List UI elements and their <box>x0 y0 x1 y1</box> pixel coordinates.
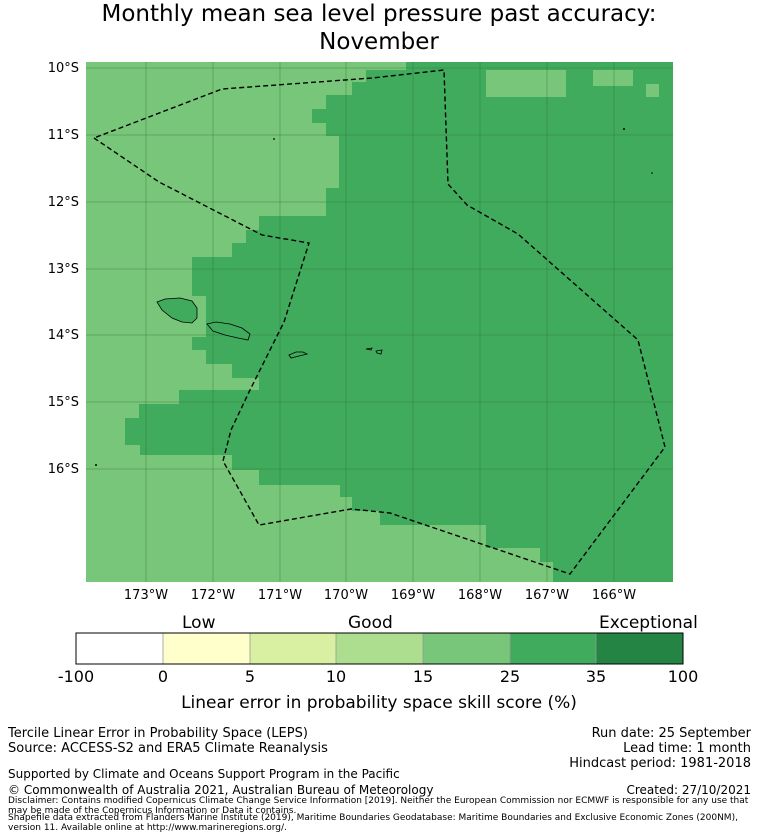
colorbar-seg-6 <box>510 633 596 664</box>
category-low: Low <box>182 613 216 633</box>
lat-label-12s: 12°S <box>47 195 79 210</box>
colorbar-tick-neg100: -100 <box>57 667 95 686</box>
lat-label-14s: 14°S <box>47 328 79 343</box>
lat-label-11s: 11°S <box>47 128 79 143</box>
lon-label-167w: 167°W <box>524 588 570 603</box>
footer-lead-time: Lead time: 1 month <box>623 741 751 756</box>
category-good: Good <box>348 613 393 633</box>
footer-shapefile: Shapefile data extracted from Flanders M… <box>8 813 738 833</box>
islet-east-2 <box>651 172 653 174</box>
small-islets <box>95 128 653 466</box>
skill-region-very-good <box>125 62 673 582</box>
colorbar-seg-2 <box>163 633 250 664</box>
lon-label-170w: 170°W <box>323 588 369 603</box>
colorbar-tick-25: 25 <box>499 667 521 686</box>
skill-patch-good-3 <box>646 84 659 97</box>
lat-label-13s: 13°S <box>47 262 79 277</box>
tutuila-island <box>288 351 309 359</box>
lat-label-10s: 10°S <box>47 61 79 76</box>
swains-islet <box>273 138 275 140</box>
lon-label-172w: 172°W <box>190 588 236 603</box>
colorbar <box>75 632 684 665</box>
islet-west <box>95 464 97 466</box>
map-title: Monthly mean sea level pressure past acc… <box>0 0 758 56</box>
colorbar-tick-35: 35 <box>585 667 607 686</box>
title-line-1: Monthly mean sea level pressure past acc… <box>101 1 657 27</box>
lat-label-16s: 16°S <box>47 462 79 477</box>
colorbar-tick-100: 100 <box>667 667 699 686</box>
footer-hindcast: Hindcast period: 1981-2018 <box>569 756 751 771</box>
lon-label-173w: 173°W <box>123 588 169 603</box>
ofu-island <box>365 347 373 351</box>
graticule <box>86 62 673 582</box>
title-line-2: November <box>319 29 439 55</box>
colorbar-seg-7 <box>596 633 683 664</box>
colorbar-tick-10: 10 <box>325 667 347 686</box>
islet-east-1 <box>623 128 625 130</box>
skill-patch-good-2 <box>593 70 633 86</box>
category-exceptional: Exceptional <box>599 613 698 633</box>
colorbar-label: Linear error in probability space skill … <box>181 693 577 713</box>
footer-created: Created: 27/10/2021 <box>626 783 751 797</box>
colorbar-tick-5: 5 <box>244 667 256 686</box>
lat-label-15s: 15°S <box>47 395 79 410</box>
colorbar-seg-4 <box>336 633 423 664</box>
lon-label-169w: 169°W <box>390 588 436 603</box>
footer-run-date: Run date: 25 September <box>591 726 751 741</box>
colorbar-seg-1 <box>76 633 163 664</box>
eez-boundary-samoa <box>93 69 666 575</box>
colorbar-seg-3 <box>250 633 336 664</box>
lon-label-171w: 171°W <box>257 588 303 603</box>
colorbar-frame <box>75 632 684 665</box>
footer-disclaimer: Disclaimer: Contains modified Copernicus… <box>8 796 749 816</box>
skill-patch-good-1 <box>486 70 566 97</box>
samoa-islands <box>156 297 383 359</box>
colorbar-seg-5 <box>423 633 510 664</box>
footer-support: Supported by Climate and Oceans Support … <box>8 767 400 781</box>
footer-source: Source: ACCESS-S2 and ERA5 Climate Reana… <box>8 741 328 756</box>
upolu-island <box>206 321 251 341</box>
footer-method: Tercile Linear Error in Probability Spac… <box>8 726 308 741</box>
skill-patch-very-good-4 <box>406 62 446 70</box>
lon-label-166w: 166°W <box>591 588 637 603</box>
savaii-island <box>156 297 198 324</box>
footer-copyright: © Commonwealth of Australia 2021, Austra… <box>8 783 434 797</box>
skill-raster <box>86 62 673 582</box>
tau-island <box>375 349 383 355</box>
colorbar-tick-15: 15 <box>412 667 434 686</box>
colorbar-tick-0: 0 <box>157 667 169 686</box>
lon-label-168w: 168°W <box>457 588 503 603</box>
